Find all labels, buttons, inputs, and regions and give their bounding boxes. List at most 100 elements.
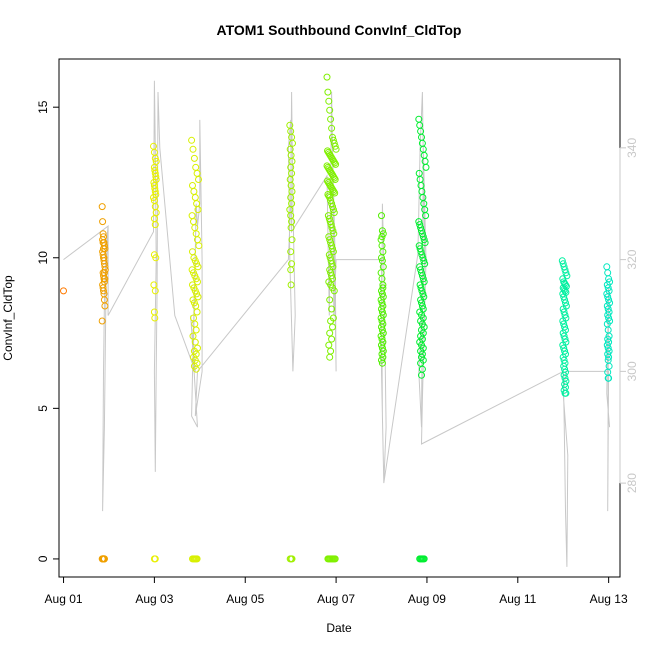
data-point bbox=[562, 389, 570, 397]
data-point bbox=[329, 323, 336, 331]
data-point bbox=[328, 305, 336, 313]
data-point bbox=[420, 555, 428, 563]
y-tick-label: 5 bbox=[36, 405, 50, 412]
data-point bbox=[99, 236, 107, 244]
data-point bbox=[326, 194, 334, 201]
data-point bbox=[330, 188, 338, 195]
data-point bbox=[99, 218, 107, 226]
data-point bbox=[561, 296, 569, 304]
data-point bbox=[418, 272, 426, 280]
data-point bbox=[422, 163, 430, 171]
data-point bbox=[604, 293, 612, 301]
data-point bbox=[325, 97, 333, 105]
data-point bbox=[416, 245, 424, 253]
data-point bbox=[422, 212, 430, 220]
x-tick-label: Aug 13 bbox=[590, 592, 628, 606]
y-tick-label: 0 bbox=[36, 555, 50, 562]
data-point bbox=[419, 275, 427, 283]
data-point bbox=[151, 314, 159, 322]
data-point bbox=[378, 212, 385, 220]
data-point bbox=[151, 555, 159, 563]
data-point bbox=[377, 296, 385, 304]
data-point bbox=[189, 332, 197, 340]
y-axis: 0 5 10 15 bbox=[36, 100, 60, 562]
data-point bbox=[327, 197, 335, 204]
series-group bbox=[558, 257, 571, 397]
data-point bbox=[287, 224, 295, 232]
data-point bbox=[326, 329, 334, 337]
data-point bbox=[331, 555, 339, 563]
data-point bbox=[328, 335, 336, 343]
data-point bbox=[417, 284, 425, 292]
series-group bbox=[286, 121, 296, 563]
data-point bbox=[605, 353, 613, 361]
data-point bbox=[190, 299, 198, 307]
data-point bbox=[195, 242, 203, 250]
data-point bbox=[288, 236, 296, 244]
data-point bbox=[327, 317, 335, 325]
data-point bbox=[562, 269, 570, 277]
data-point bbox=[100, 287, 107, 295]
x-tick-label: Aug 03 bbox=[135, 592, 173, 606]
data-point bbox=[418, 251, 426, 259]
series-group bbox=[60, 287, 67, 295]
y-tick-label: 15 bbox=[36, 100, 50, 114]
x-axis: Aug 01 Aug 03 Aug 05 Aug 07 Aug 09 Aug 11 Aug … bbox=[45, 576, 628, 606]
data-point bbox=[331, 189, 339, 197]
data-point bbox=[421, 260, 429, 268]
data-point bbox=[194, 263, 202, 271]
data-point bbox=[561, 335, 569, 343]
chart-title: ATOM1 Southbound ConvInf_CldTop bbox=[217, 22, 462, 38]
data-point bbox=[191, 338, 199, 346]
data-point bbox=[98, 203, 106, 211]
data-point bbox=[329, 206, 337, 214]
data-point bbox=[287, 266, 295, 274]
data-point bbox=[326, 236, 334, 244]
data-point bbox=[562, 299, 569, 307]
data-point bbox=[188, 136, 196, 144]
data-point bbox=[193, 308, 201, 316]
series-group bbox=[377, 212, 387, 367]
data-point bbox=[194, 206, 202, 214]
data-point bbox=[378, 254, 385, 262]
data-point bbox=[415, 218, 423, 226]
x-tick-label: Aug 05 bbox=[226, 592, 264, 606]
data-point bbox=[327, 269, 335, 277]
data-point bbox=[152, 254, 160, 262]
data-point bbox=[150, 194, 157, 201]
x-tick-label: Aug 07 bbox=[317, 592, 355, 606]
secondary-tick-label: 280 bbox=[625, 473, 639, 493]
secondary-y-axis: 280 300 320 340 bbox=[619, 138, 639, 493]
x-tick-label: Aug 11 bbox=[499, 592, 536, 606]
data-point bbox=[326, 218, 334, 226]
series-group bbox=[603, 263, 614, 382]
data-point bbox=[289, 139, 296, 147]
data-point bbox=[604, 374, 612, 382]
data-point bbox=[151, 154, 159, 162]
data-point bbox=[287, 248, 295, 256]
data-point bbox=[416, 221, 424, 229]
series-group bbox=[150, 142, 160, 563]
data-point bbox=[420, 257, 428, 265]
data-point bbox=[192, 275, 200, 283]
data-point bbox=[194, 278, 201, 286]
data-point bbox=[327, 221, 335, 229]
data-point bbox=[189, 145, 197, 153]
y-tick-label: 10 bbox=[36, 251, 50, 265]
secondary-tick-label: 300 bbox=[625, 361, 639, 381]
data-point bbox=[193, 555, 201, 563]
data-point bbox=[329, 245, 336, 253]
data-point bbox=[152, 173, 160, 180]
data-point bbox=[288, 555, 296, 563]
data-point bbox=[324, 88, 332, 96]
data-point bbox=[100, 555, 108, 563]
data-point bbox=[326, 106, 334, 114]
data-point bbox=[330, 209, 338, 217]
data-point bbox=[328, 124, 336, 132]
data-point bbox=[195, 176, 202, 183]
x-tick-label: Aug 09 bbox=[408, 592, 446, 606]
data-point bbox=[418, 287, 426, 295]
x-tick-label: Aug 01 bbox=[45, 592, 83, 606]
data-point bbox=[378, 323, 385, 331]
